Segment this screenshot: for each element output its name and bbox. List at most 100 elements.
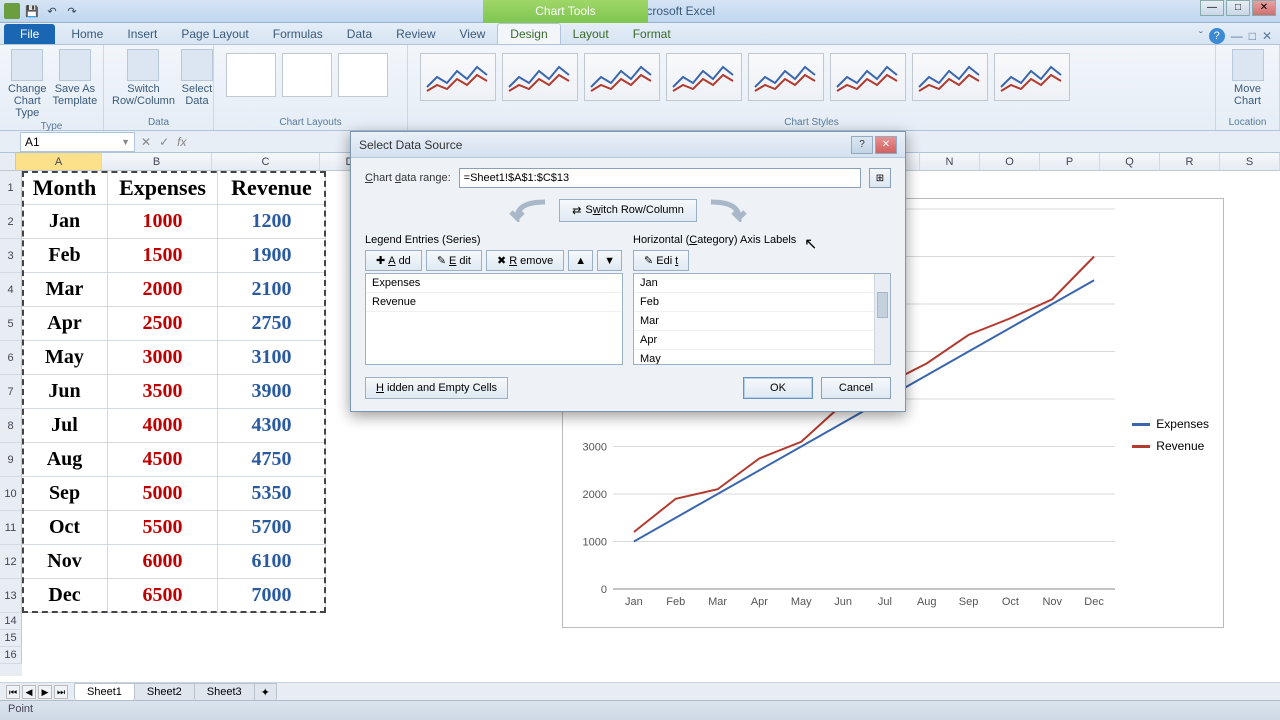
chart-layouts-gallery[interactable] [222, 49, 399, 101]
sheet-tab-1[interactable]: Sheet1 [74, 683, 135, 700]
row-header[interactable]: 12 [0, 545, 22, 579]
column-header[interactable]: O [980, 153, 1040, 170]
list-item[interactable]: Mar [634, 312, 890, 331]
cell[interactable]: 6500 [108, 579, 218, 613]
column-header[interactable]: R [1160, 153, 1220, 170]
minimize-button[interactable]: — [1200, 0, 1224, 16]
row-header[interactable]: 9 [0, 443, 22, 477]
column-header[interactable]: N [920, 153, 980, 170]
column-header[interactable]: C [212, 153, 320, 170]
dialog-close-button[interactable]: ✕ [875, 136, 897, 154]
column-header[interactable]: B [102, 153, 212, 170]
cell[interactable]: Jan [22, 205, 108, 239]
cell[interactable]: 4300 [218, 409, 326, 443]
chart-style-thumbnail[interactable] [994, 53, 1070, 101]
hidden-empty-cells-button[interactable]: Hidden and Empty Cells [365, 377, 508, 399]
tab-data[interactable]: Data [335, 24, 384, 44]
cell[interactable]: 1000 [108, 205, 218, 239]
column-header[interactable]: P [1040, 153, 1100, 170]
change-chart-type-button[interactable]: Change Chart Type [8, 49, 47, 119]
cell[interactable]: 1500 [108, 239, 218, 273]
doc-minimize-icon[interactable]: — [1231, 29, 1243, 43]
tab-layout[interactable]: Layout [561, 24, 621, 44]
list-item[interactable]: Revenue [366, 293, 622, 312]
last-sheet-button[interactable]: ⏭ [54, 685, 68, 699]
list-item[interactable]: May [634, 350, 890, 365]
chart-style-thumbnail[interactable] [420, 53, 496, 101]
cell[interactable]: 2500 [108, 307, 218, 341]
cell[interactable]: Expenses [108, 171, 218, 205]
save-as-template-button[interactable]: Save As Template [53, 49, 98, 107]
cell[interactable]: Aug [22, 443, 108, 477]
row-header[interactable]: 7 [0, 375, 22, 409]
cell[interactable]: 2000 [108, 273, 218, 307]
cell[interactable]: 3000 [108, 341, 218, 375]
ok-button[interactable]: OK [743, 377, 813, 399]
row-header[interactable]: 13 [0, 579, 22, 613]
tab-file[interactable]: File [4, 24, 55, 44]
doc-close-icon[interactable]: ✕ [1262, 29, 1272, 43]
cell[interactable]: Mar [22, 273, 108, 307]
chart-style-thumbnail[interactable] [912, 53, 988, 101]
chart-style-thumbnail[interactable] [502, 53, 578, 101]
list-item[interactable]: Feb [634, 293, 890, 312]
tab-design[interactable]: Design [497, 23, 560, 44]
cell[interactable]: 1900 [218, 239, 326, 273]
row-header[interactable]: 3 [0, 239, 22, 273]
cell[interactable]: Sep [22, 477, 108, 511]
cell[interactable]: 3500 [108, 375, 218, 409]
cell[interactable]: 7000 [218, 579, 326, 613]
cell[interactable]: 5350 [218, 477, 326, 511]
list-item[interactable]: Expenses [366, 274, 622, 293]
sheet-tab-2[interactable]: Sheet2 [134, 683, 195, 700]
first-sheet-button[interactable]: ⏮ [6, 685, 20, 699]
category-listbox[interactable]: JanFebMarAprMay [633, 273, 891, 365]
cell[interactable]: 5700 [218, 511, 326, 545]
cell[interactable]: Nov [22, 545, 108, 579]
row-header[interactable]: 10 [0, 477, 22, 511]
column-header[interactable]: S [1220, 153, 1280, 170]
name-box[interactable]: A1▼ [20, 132, 135, 152]
sheet-tab-3[interactable]: Sheet3 [194, 683, 255, 700]
row-header[interactable]: 8 [0, 409, 22, 443]
edit-series-button[interactable]: ✎ Edit [426, 250, 482, 271]
move-up-button[interactable]: ▲ [568, 250, 593, 271]
cancel-formula-icon[interactable]: ✕ [141, 135, 151, 149]
cell[interactable]: 3100 [218, 341, 326, 375]
doc-restore-icon[interactable]: □ [1249, 29, 1256, 43]
list-item[interactable]: Apr [634, 331, 890, 350]
row-header[interactable]: 16 [0, 647, 22, 664]
tab-formulas[interactable]: Formulas [261, 24, 335, 44]
cell[interactable]: 6100 [218, 545, 326, 579]
remove-series-button[interactable]: ✖ Remove [486, 250, 564, 271]
cell[interactable]: Jul [22, 409, 108, 443]
row-header[interactable]: 2 [0, 205, 22, 239]
chart-data-range-input[interactable] [459, 168, 861, 188]
cell[interactable]: Jun [22, 375, 108, 409]
tab-page-layout[interactable]: Page Layout [169, 24, 260, 44]
chart-style-thumbnail[interactable] [666, 53, 742, 101]
cell[interactable]: 4500 [108, 443, 218, 477]
chart-style-thumbnail[interactable] [748, 53, 824, 101]
row-header[interactable]: 14 [0, 613, 22, 630]
series-listbox[interactable]: ExpensesRevenue [365, 273, 623, 365]
move-chart-button[interactable]: Move Chart [1224, 49, 1271, 107]
cell[interactable]: 3900 [218, 375, 326, 409]
move-down-button[interactable]: ▼ [597, 250, 622, 271]
new-sheet-button[interactable]: ✦ [254, 683, 277, 701]
tab-view[interactable]: View [448, 24, 498, 44]
cell[interactable]: Apr [22, 307, 108, 341]
row-header[interactable]: 11 [0, 511, 22, 545]
cell[interactable]: Feb [22, 239, 108, 273]
fx-icon[interactable]: fx [177, 135, 186, 149]
column-header[interactable]: Q [1100, 153, 1160, 170]
chart-style-thumbnail[interactable] [584, 53, 660, 101]
row-header[interactable]: 15 [0, 630, 22, 647]
row-header[interactable]: 4 [0, 273, 22, 307]
dialog-help-button[interactable]: ? [851, 136, 873, 154]
cell[interactable]: May [22, 341, 108, 375]
cancel-button[interactable]: Cancel [821, 377, 891, 399]
maximize-button[interactable]: □ [1226, 0, 1250, 16]
collapse-dialog-button[interactable]: ⊞ [869, 168, 891, 188]
enter-formula-icon[interactable]: ✓ [159, 135, 169, 149]
